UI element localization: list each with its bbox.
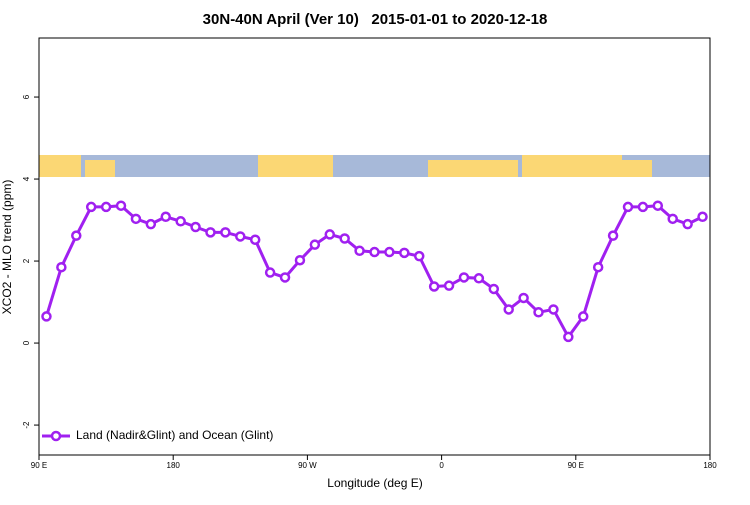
- data-point: [100, 201, 112, 213]
- data-point: [622, 201, 634, 213]
- data-point: [130, 213, 142, 225]
- data-point: [697, 211, 708, 223]
- data-point: [458, 272, 470, 283]
- data-point: [205, 227, 216, 238]
- data-point: [235, 231, 246, 242]
- y-axis-label: XCO2 - MLO trend (ppm): [0, 180, 14, 315]
- data-point: [354, 245, 365, 257]
- data-point: [413, 250, 425, 262]
- y-tick-label: 2: [22, 258, 31, 263]
- x-tick-label: 90 W: [298, 461, 317, 470]
- data-point: [339, 233, 350, 244]
- data-point: [384, 246, 395, 258]
- data-point: [324, 229, 336, 240]
- data-point: [428, 281, 440, 292]
- plot-frame: [38, 37, 711, 456]
- data-point: [473, 273, 485, 284]
- data-point: [443, 280, 455, 291]
- data-point: [578, 311, 589, 322]
- y-tick-label: 4: [22, 176, 31, 181]
- x-tick-label: 180: [167, 461, 181, 470]
- data-point: [488, 283, 500, 295]
- data-point: [652, 200, 664, 211]
- data-point: [637, 201, 649, 213]
- x-tick-label: 0: [439, 461, 444, 470]
- data-point: [682, 218, 693, 230]
- y-tick-label: -2: [22, 421, 31, 429]
- legend: Land (Nadir&Glint) and Ocean (Glint): [42, 428, 273, 442]
- series-line: [45, 204, 704, 340]
- data-point: [85, 201, 97, 213]
- data-point: [563, 331, 574, 343]
- data-point: [71, 230, 82, 241]
- data-point: [503, 304, 514, 315]
- data-point: [518, 292, 529, 304]
- data-point: [607, 230, 619, 241]
- data-point: [175, 216, 186, 227]
- data-point: [309, 239, 321, 250]
- data-point: [56, 261, 67, 273]
- data-point: [369, 246, 380, 258]
- data-point: [294, 254, 306, 266]
- y-tick-label: 0: [22, 340, 31, 345]
- y-tick-label: 6: [22, 94, 31, 99]
- data-point: [533, 307, 544, 318]
- x-tick-label: 90 E: [568, 461, 584, 470]
- data-point: [145, 218, 157, 230]
- x-tick-label: 180: [703, 461, 717, 470]
- map-strip: [39, 155, 710, 177]
- data-point: [264, 267, 276, 278]
- data-point: [548, 304, 559, 315]
- legend-label: Land (Nadir&Glint) and Ocean (Glint): [76, 428, 273, 442]
- data-point: [249, 234, 261, 245]
- data-point: [667, 213, 678, 225]
- data-point: [220, 227, 231, 238]
- chart-title: 30N-40N April (Ver 10) 2015-01-01 to 202…: [203, 11, 548, 28]
- data-point: [190, 221, 201, 233]
- data-point: [41, 311, 52, 322]
- legend-marker: [50, 430, 62, 442]
- x-axis-label: Longitude (deg E): [327, 476, 422, 490]
- data-point: [399, 247, 410, 259]
- data-point: [160, 211, 171, 223]
- data-point: [592, 261, 604, 273]
- data-point: [279, 272, 291, 283]
- x-tick-label: 90 E: [31, 461, 47, 470]
- data-point: [115, 200, 127, 211]
